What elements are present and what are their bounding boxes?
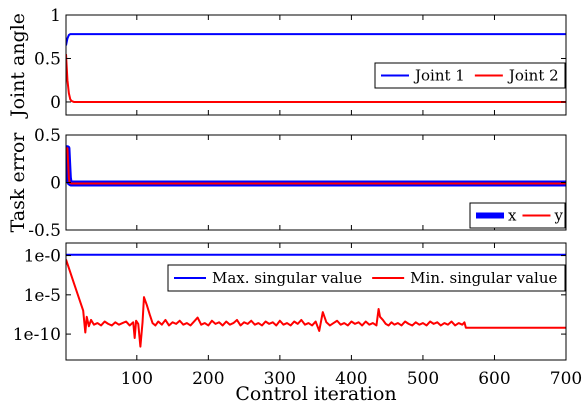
series-line-2: [66, 54, 566, 103]
x-tick-label: 300: [264, 369, 296, 389]
y-axis-label: Joint angle: [7, 13, 29, 119]
series-line-2: [66, 259, 566, 348]
y-tick-label: 0: [50, 174, 61, 194]
series-line-2: [66, 147, 566, 185]
y-tick-label: 1e-10: [13, 325, 61, 345]
y-axis-label: Task error: [7, 132, 29, 233]
subplot-1: 1 0.5 0 Joint angle Joint 1 Joint 2: [7, 6, 567, 119]
legend: Joint 1 Joint 2: [374, 62, 566, 89]
y-tick-label: -0.5: [28, 221, 61, 241]
legend-entry-label: y: [553, 207, 563, 225]
legend-entry-label: Max. singular value: [212, 269, 362, 287]
y-tick-label: 1e-0: [24, 247, 61, 267]
series-line-1: [66, 145, 566, 187]
axes-box: [65, 242, 567, 361]
legend-entry-label: Joint 1: [413, 67, 465, 85]
y-tick-label: 1: [50, 6, 61, 26]
y-tick-label: 0.5: [34, 49, 61, 69]
legend-entry-label: Min. singular value: [410, 269, 557, 287]
y-tick-label: 1e-5: [24, 286, 61, 306]
legend: Max. singular value Min. singular value: [167, 264, 566, 292]
y-tick-label: 0.5: [34, 126, 61, 146]
x-tick-label: 600: [478, 369, 510, 389]
x-tick-label: 700: [550, 369, 582, 389]
legend-box: [167, 264, 566, 292]
series-line-1: [66, 33, 566, 46]
y-tick-label: 0: [50, 93, 61, 113]
x-tick-label: 400: [335, 369, 367, 389]
x-tick-label: 500: [407, 369, 439, 389]
legend-entry-label: x: [508, 207, 517, 225]
x-axis-label: Control iteration: [235, 383, 396, 405]
axes-box: [65, 14, 567, 116]
subplot-3: 1e-0 1e-5 1e-10 100 200 300 400 500 600 700 Contro…: [13, 242, 582, 405]
legend-entry-label: Joint 2: [507, 67, 559, 85]
x-tick-label: 100: [121, 369, 153, 389]
x-tick-label: 200: [192, 369, 224, 389]
